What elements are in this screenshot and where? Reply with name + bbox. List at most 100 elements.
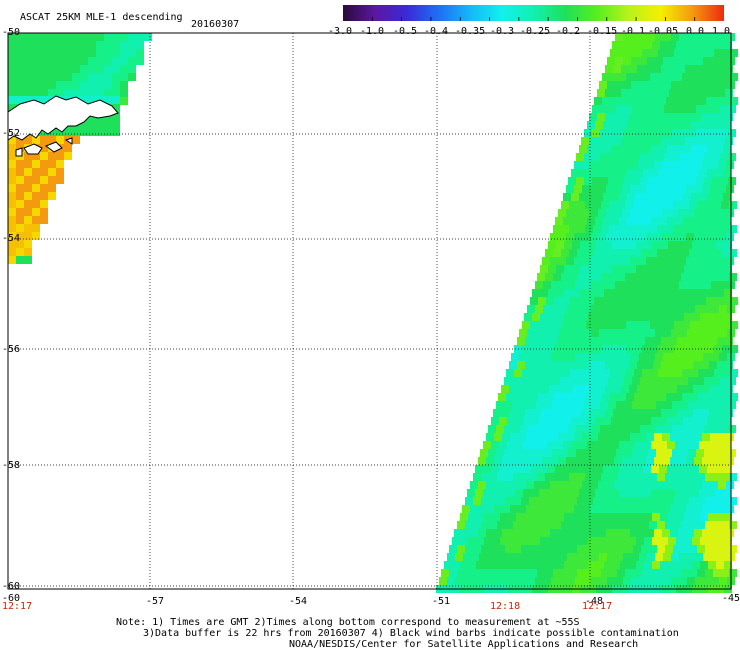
swath-cell [637, 113, 645, 121]
swath-cell [622, 257, 630, 265]
swath-cell [728, 129, 736, 137]
swath-cell [636, 265, 644, 273]
swath-cell [681, 497, 689, 505]
swath-cell [729, 497, 737, 505]
swath-cell [663, 305, 671, 313]
swath-cell [666, 345, 674, 353]
swath-cell [565, 409, 573, 417]
swath-cell [665, 273, 673, 281]
swath-cell [662, 481, 670, 489]
swath-cell [725, 337, 733, 345]
swath-cell [625, 545, 633, 553]
swath-cell [677, 385, 685, 393]
swath-cell [625, 521, 633, 529]
swath-cell [627, 193, 635, 201]
swath-cell [718, 529, 726, 537]
swath-cell [620, 265, 628, 273]
swath-cell [690, 393, 698, 401]
swath-cell [589, 409, 597, 417]
swath-cell [730, 49, 738, 57]
swath-cell [510, 457, 518, 465]
swath-cell [640, 153, 648, 161]
swath-cell [712, 105, 720, 113]
swath-cell [604, 289, 612, 297]
swath-cell [609, 249, 617, 257]
swath-cell [645, 137, 653, 145]
swath-cell [686, 233, 694, 241]
swath-cell [688, 177, 696, 185]
swath-cell [512, 449, 520, 457]
swath-cell [463, 553, 471, 561]
swath-cell [643, 193, 651, 201]
colorbar-tick-1: -1.0 [360, 26, 385, 37]
swath-cell [470, 481, 478, 489]
swath-cell [592, 401, 600, 409]
swath-cell [48, 41, 56, 49]
swath-cell [659, 217, 667, 225]
swath-cell [470, 505, 478, 513]
swath-cell [32, 57, 40, 65]
swath-cell [24, 96, 32, 104]
swath-cell [675, 465, 683, 473]
swath-cell [661, 65, 669, 73]
swath-cell [603, 489, 611, 497]
swath-cell [593, 249, 601, 257]
swath-cell [104, 65, 112, 73]
swath-cell [724, 313, 732, 321]
swath-cell [136, 33, 144, 41]
swath-cell [717, 361, 725, 369]
swath-cell [597, 337, 605, 345]
swath-cell [548, 313, 556, 321]
swath-cell [513, 521, 521, 529]
swath-cell [719, 577, 727, 585]
swath-cell [598, 457, 606, 465]
swath-cell [112, 65, 120, 73]
swath-cell [505, 521, 513, 529]
swath-cell [655, 553, 663, 561]
swath-cell [637, 409, 645, 417]
swath-cell [625, 569, 633, 577]
swath-cell [558, 457, 566, 465]
swath-cell [582, 209, 590, 217]
swath-cell [577, 225, 585, 233]
swath-cell [644, 289, 652, 297]
swath-cell [631, 57, 639, 65]
swath-cell [486, 505, 494, 513]
swath-cell [478, 457, 486, 465]
swath-cell [682, 321, 690, 329]
swath-cell [718, 505, 726, 513]
swath-cell [520, 449, 528, 457]
swath-cell [609, 521, 617, 529]
swath-cell [571, 489, 579, 497]
swath-cell [578, 369, 586, 377]
swath-cell [605, 409, 613, 417]
swath-cell [680, 105, 688, 113]
swath-cell [569, 569, 577, 577]
swath-cell [722, 97, 730, 105]
swath-cell [687, 353, 695, 361]
swath-cell [567, 305, 575, 313]
swath-cell [569, 249, 577, 257]
swath-cell [636, 561, 644, 569]
swath-cell [40, 176, 48, 184]
swath-cell [528, 401, 536, 409]
swath-cell [718, 457, 726, 465]
swath-cell [704, 425, 712, 433]
swath-cell [622, 161, 630, 169]
swath-cell [617, 225, 625, 233]
swath-cell [688, 449, 696, 457]
swath-cell [642, 97, 650, 105]
swath-cell [715, 121, 723, 129]
swath-cell [729, 545, 737, 553]
swath-cell [16, 81, 24, 89]
swath-cell [670, 529, 678, 537]
swath-cell [587, 145, 595, 153]
swath-cell [551, 329, 559, 337]
swath-cell [687, 281, 695, 289]
swath-cell [706, 369, 714, 377]
swath-cell [687, 329, 695, 337]
swath-cell [653, 361, 661, 369]
swath-cell [24, 136, 32, 144]
swath-cell [605, 361, 613, 369]
swath-cell [574, 433, 582, 441]
